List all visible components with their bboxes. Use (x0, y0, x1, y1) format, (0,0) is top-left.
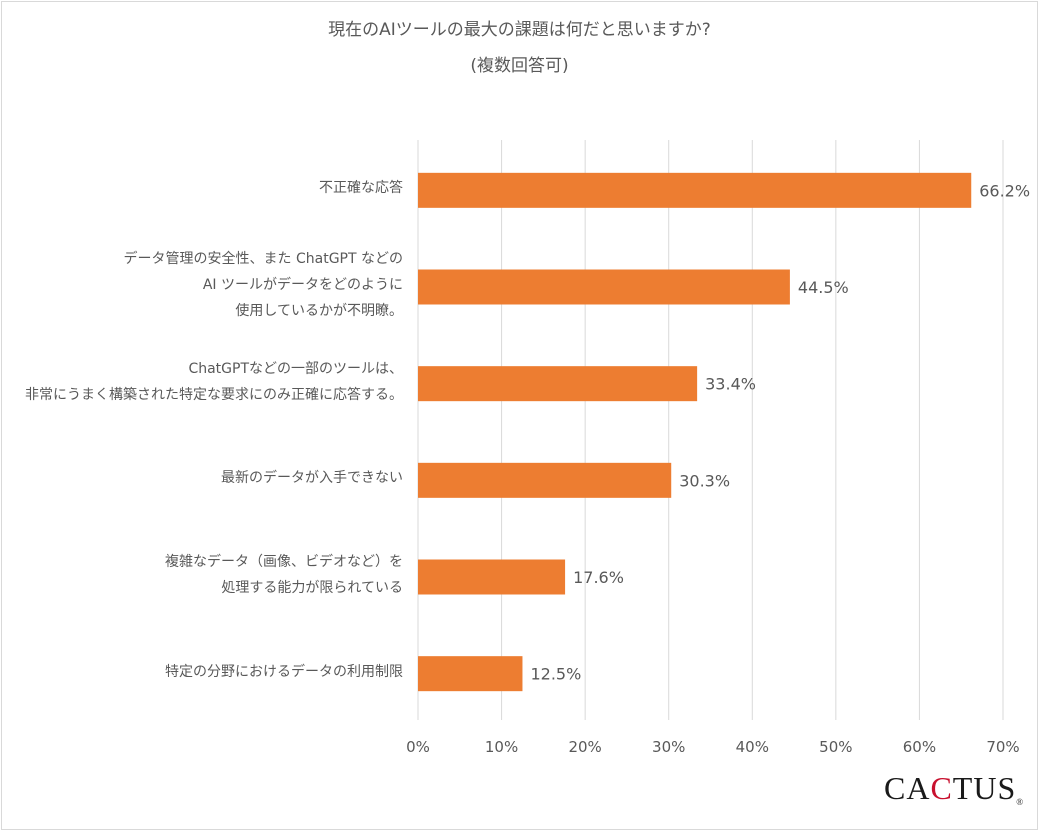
x-tick-label: 60% (903, 738, 936, 756)
bar (418, 269, 790, 305)
bar (418, 656, 523, 692)
category-label: データ管理の安全性、また ChatGPT などの AI ツールがデータをどのよう… (123, 251, 403, 319)
x-tick-label: 0% (406, 738, 430, 756)
category-label: 不正確な応答 (319, 180, 403, 197)
x-tick-label: 30% (652, 738, 685, 756)
chart-title: 現在のAIツールの最大の課題は何だと思いますか? (328, 20, 711, 40)
bar-value-label: 66.2% (979, 181, 1030, 200)
bar (418, 172, 972, 208)
gridlines (417, 140, 1004, 720)
logo-registered: ® (1016, 797, 1025, 807)
value-labels: 66.2% 44.5% 33.4% 30.3% 17.6% 12.5% (530, 181, 1030, 683)
bar (418, 559, 566, 595)
category-label: 複雑なデータ（画像、ビデオなど）を 処理する能力が限られている (165, 554, 403, 596)
x-axis-ticks: 0% 10% 20% 30% 40% 50% 60% 70% (406, 738, 1020, 756)
x-tick-label: 40% (736, 738, 769, 756)
logo-text-2: TUS (952, 770, 1017, 806)
category-label: 特定の分野におけるデータの利用制限 (165, 663, 403, 680)
logo-text-1: CA (884, 770, 931, 806)
chart-subtitle: (複数回答可) (470, 56, 569, 76)
logo-text-accent: C (930, 770, 953, 806)
x-tick-label: 10% (485, 738, 518, 756)
bar-value-label: 33.4% (705, 375, 756, 394)
bar-value-label: 30.3% (679, 471, 730, 490)
x-tick-label: 20% (568, 738, 601, 756)
category-label: ChatGPTなどの一部のツールは、 非常にうまく構築された特定な要求にのみ正確… (25, 360, 403, 403)
bar (418, 366, 698, 402)
x-tick-label: 70% (986, 738, 1019, 756)
category-label: 最新のデータが入手できない (221, 470, 403, 487)
bars (418, 172, 972, 692)
bar-value-label: 44.5% (798, 278, 849, 297)
bar-value-label: 17.6% (573, 568, 624, 587)
cactus-logo: CACTUS® (884, 770, 1024, 807)
bar-value-label: 12.5% (530, 665, 581, 684)
bar (418, 462, 672, 498)
x-tick-label: 50% (819, 738, 852, 756)
